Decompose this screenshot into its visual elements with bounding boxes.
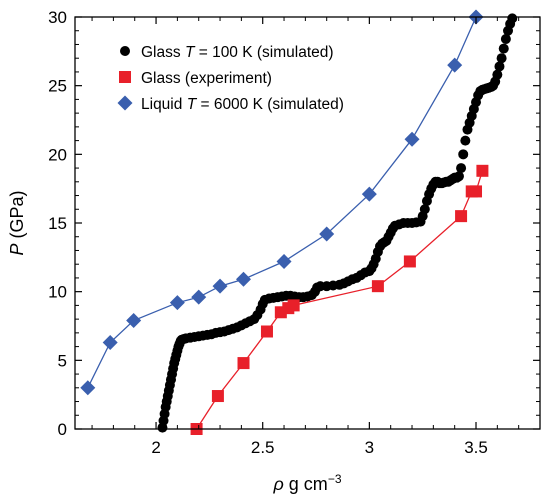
x-tick-label: 3 bbox=[365, 438, 374, 457]
y-axis-unit: (GPa) bbox=[7, 190, 27, 243]
liquid-sim-point bbox=[102, 334, 118, 350]
y-tick-label: 25 bbox=[48, 77, 67, 96]
legend-label: Glass T = 100 K (simulated) bbox=[141, 44, 334, 61]
series-1 bbox=[190, 164, 489, 435]
glass-exp-point bbox=[455, 210, 468, 223]
glass-sim-point bbox=[496, 53, 507, 64]
legend-label-text: Liquid bbox=[141, 96, 187, 113]
x-axis-unit: g cm bbox=[284, 474, 328, 494]
legend-marker bbox=[120, 46, 130, 56]
liquid-sim-point bbox=[169, 295, 185, 311]
glass-sim-point bbox=[494, 61, 505, 72]
y-axis-symbol: P bbox=[7, 244, 27, 256]
glass-sim-point bbox=[507, 13, 518, 24]
glass-sim-point bbox=[419, 204, 430, 215]
glass-exp-point bbox=[237, 357, 250, 370]
legend: Glass T = 100 K (simulated) Glass (experi… bbox=[117, 44, 344, 113]
liquid-sim-point bbox=[447, 57, 463, 73]
liquid-sim-point bbox=[236, 271, 252, 287]
liquid-sim-point bbox=[361, 186, 377, 202]
glass-exp-point bbox=[403, 255, 416, 268]
glass-exp-point bbox=[260, 325, 273, 338]
glass-sim-point bbox=[458, 149, 469, 160]
plot-content bbox=[80, 9, 518, 435]
glass-sim-point bbox=[500, 33, 511, 44]
legend-marker bbox=[117, 95, 133, 111]
axis-ticks bbox=[75, 16, 540, 430]
series-line bbox=[196, 170, 484, 430]
liquid-sim-point bbox=[80, 380, 96, 396]
legend-label: Liquid T = 6000 K (simulated) bbox=[141, 96, 344, 113]
glass-exp-point bbox=[211, 390, 224, 403]
legend-label-symbol: T bbox=[185, 44, 196, 61]
y-tick-label: 15 bbox=[48, 214, 67, 233]
liquid-sim-point bbox=[319, 226, 335, 242]
liquid-sim-point bbox=[276, 253, 292, 269]
glass-sim-point bbox=[460, 135, 471, 146]
liquid-sim-point bbox=[126, 313, 142, 329]
y-tick-label: 5 bbox=[58, 351, 67, 370]
y-tick-label: 20 bbox=[48, 145, 67, 164]
x-axis-unit-exponent: −3 bbox=[328, 472, 342, 486]
glass-exp-point bbox=[371, 280, 384, 293]
tick-labels: 2 2.5 3 3.5 0 5 10 15 20 25 30 bbox=[48, 8, 488, 457]
glass-sim-point bbox=[456, 163, 467, 174]
glass-sim-point bbox=[492, 69, 503, 80]
legend-label-suffix: = 6000 K (simulated) bbox=[196, 96, 344, 113]
x-tick-label: 2.5 bbox=[251, 438, 275, 457]
y-axis-label: P (GPa) bbox=[7, 190, 27, 255]
liquid-sim-point bbox=[191, 289, 207, 305]
x-tick-label: 3.5 bbox=[464, 438, 488, 457]
legend-marker bbox=[119, 71, 131, 83]
glass-exp-point bbox=[470, 185, 483, 198]
glass-sim-point bbox=[453, 171, 464, 182]
x-axis-label: ρ g cm−3 bbox=[272, 472, 341, 494]
glass-exp-point bbox=[287, 299, 300, 312]
legend-label-symbol: T bbox=[187, 96, 198, 113]
y-tick-label: 10 bbox=[48, 283, 67, 302]
liquid-sim-point bbox=[404, 131, 420, 147]
y-tick-label: 30 bbox=[48, 8, 67, 27]
legend-label-text: Glass (experiment) bbox=[141, 70, 272, 87]
series-0 bbox=[157, 13, 518, 433]
legend-label-text: Glass bbox=[141, 44, 185, 61]
x-axis-symbol: ρ bbox=[272, 474, 283, 494]
y-tick-label: 0 bbox=[58, 420, 67, 439]
x-tick-label: 2 bbox=[151, 438, 160, 457]
liquid-sim-point bbox=[212, 278, 228, 294]
legend-label: Glass (experiment) bbox=[141, 70, 272, 87]
legend-label-suffix: = 100 K (simulated) bbox=[194, 44, 333, 61]
glass-sim-point bbox=[498, 43, 509, 54]
glass-exp-point bbox=[476, 164, 489, 177]
